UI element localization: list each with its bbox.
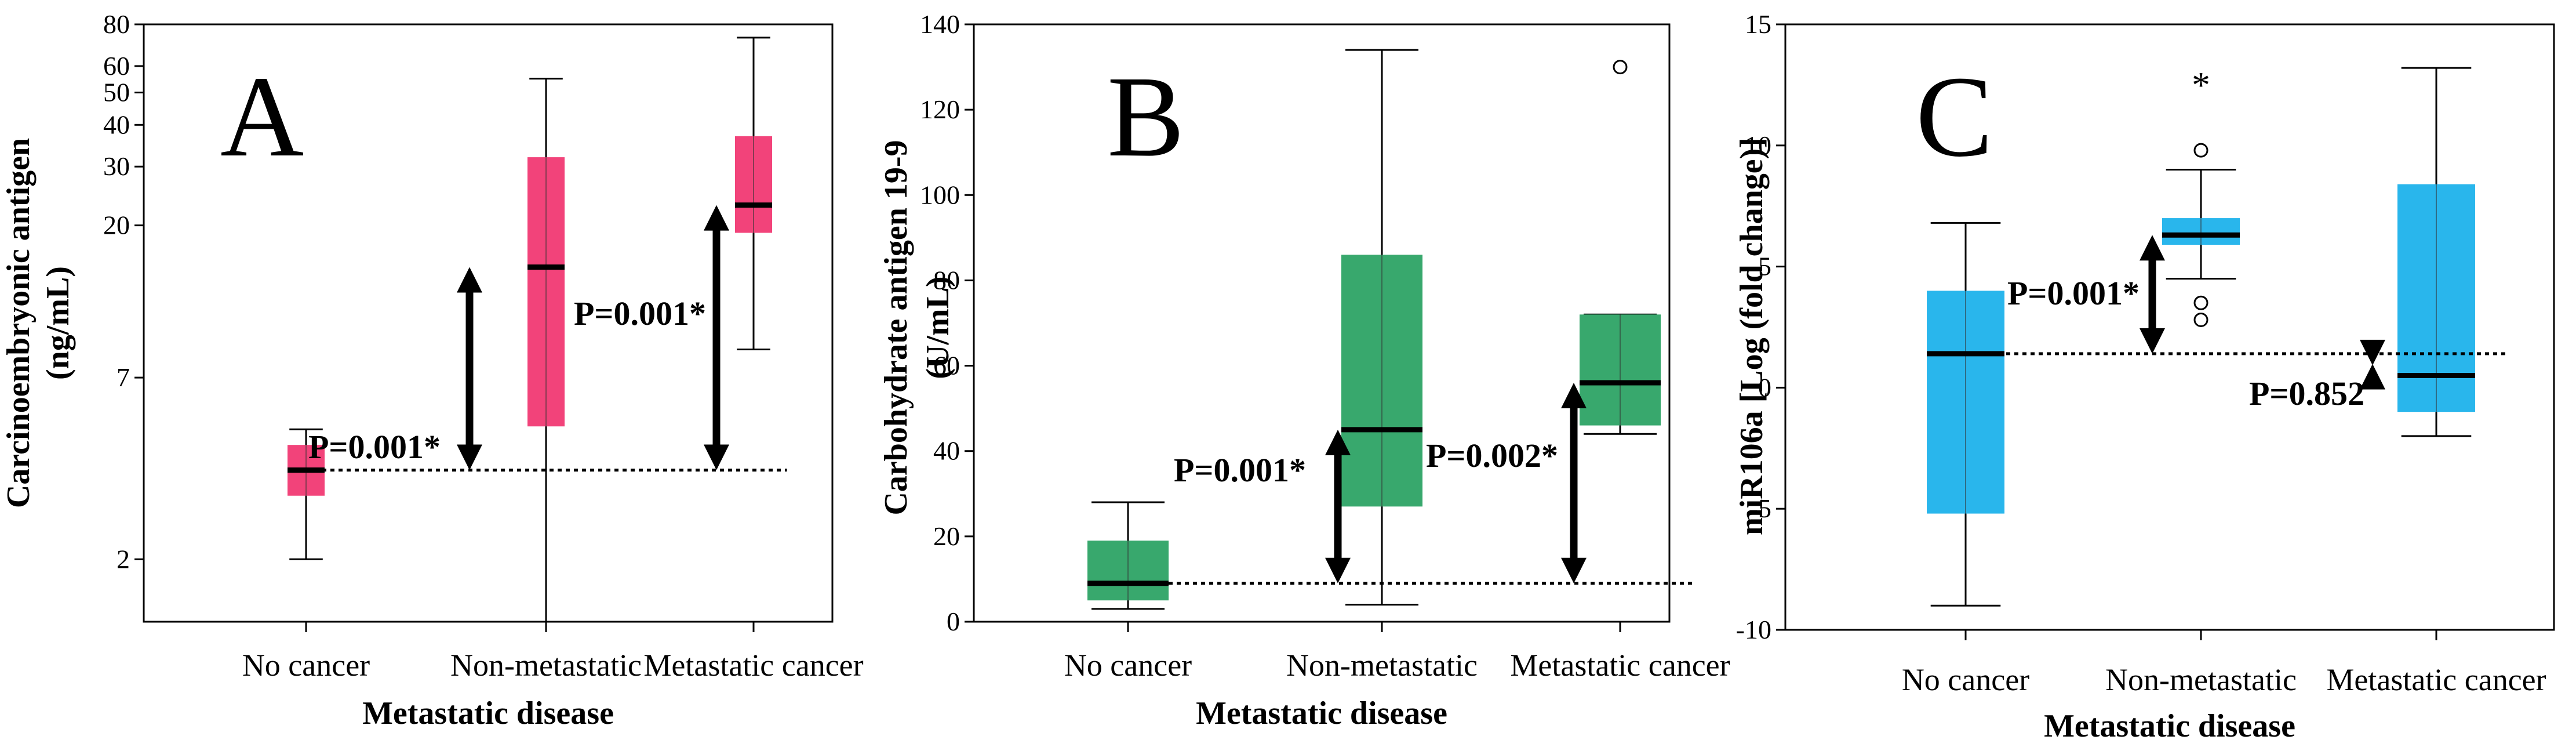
x-tick-label: Metastatic cancer [1510,648,1730,683]
y-tick-label: 80 [933,265,960,295]
panel-c: -10 -5 0 5 10 15 No cancer Non-metastatic Metast… [1734,9,2555,744]
x-axis-title: Metastatic disease [362,695,614,731]
y-tick-label: 120 [920,95,960,124]
x-tick-label: No cancer [1902,662,2029,697]
y-axis-title: Carbohydrate antigen 19-9 [878,140,914,515]
p-value-arrow-head-up [704,205,729,231]
outlier-circle [2193,143,2208,158]
y-tick-label: 5 [1758,252,1771,281]
y-tick-label: 15 [1745,9,1771,39]
outlier-circle [2193,312,2208,327]
y-tick-label: 30 [103,151,130,181]
x-tick-label: Non-metastatic [2105,662,2297,697]
panel-b: 0 20 40 60 80 100 120 140 No cancer Non-metastati… [878,9,1730,731]
y-tick-label: 80 [103,9,130,39]
y-tick-label: 2 [117,544,130,574]
x-tick-label: No cancer [242,648,370,683]
p-value-arrow-head-down [2140,328,2165,354]
y-tick-label: 40 [103,110,130,139]
p-value-label: P=0.001* [574,295,706,332]
panel-letter: A [220,53,304,181]
outlier-circle [1613,60,1628,75]
y-tick-label: 20 [933,521,960,551]
outlier-circle [2193,295,2208,310]
y-tick-label: -10 [1736,615,1771,644]
y-tick-label: 60 [103,51,130,81]
y-tick-label: 0 [1758,372,1771,402]
y-axis-title: miR106a [Log (fold change)] [1734,137,1770,535]
y-tick-label: 0 [947,607,960,636]
y-tick-label: 60 [933,351,960,380]
plot-frame [143,23,834,623]
panel-letter: C [1916,53,1993,181]
x-axis-title: Metastatic disease [1196,695,1447,731]
y-tick-label: 40 [933,436,960,466]
p-value-arrow-head-down [457,444,482,470]
x-axis-title: Metastatic disease [2044,708,2295,744]
y-tick-label: 100 [920,180,960,209]
y-tick-label: 140 [920,9,960,39]
panel-letter: B [1107,53,1184,181]
p-value-arrow-head-up [2360,364,2385,390]
outlier-star: * [2192,64,2210,106]
y-tick-label: -5 [1749,494,1771,523]
p-value-arrow-head-down [1325,557,1351,583]
p-value-arrow-head-up [2140,235,2165,261]
y-axis-title: (U/mL) [920,276,956,379]
plot-frame [973,23,1671,623]
y-axis-title: Carcinoembryonic antigen [1,138,37,508]
p-value-arrow-head-down [1561,557,1587,583]
p-value-label: P=0.001* [2007,274,2140,312]
p-value-label: P=0.002* [1426,437,1558,474]
p-value-label: P=0.001* [308,428,441,466]
p-value-arrow-head-up [457,267,482,293]
y-tick-label: 10 [1745,130,1771,160]
x-tick-label: No cancer [1064,648,1192,683]
x-tick-label: Metastatic cancer [643,648,863,683]
y-axis-title: (ng/mL) [40,266,76,380]
plot-frame [1784,23,2555,631]
p-value-arrow-head-down [2360,339,2385,365]
y-tick-label: 7 [117,362,130,392]
p-value-label: P=0.001* [1174,451,1306,489]
y-tick-label: 50 [103,78,130,107]
x-tick-label: Metastatic cancer [2326,662,2546,697]
p-value-label: P=0.852 [2249,375,2364,412]
p-value-arrow-head-up [1561,383,1587,408]
x-tick-label: Non-metastatic [1286,648,1478,683]
y-tick-label: 20 [103,211,130,240]
p-value-arrow-head-up [1325,429,1351,455]
x-tick-label: Non-metastatic [450,648,642,683]
p-value-arrow-head-down [704,444,729,470]
